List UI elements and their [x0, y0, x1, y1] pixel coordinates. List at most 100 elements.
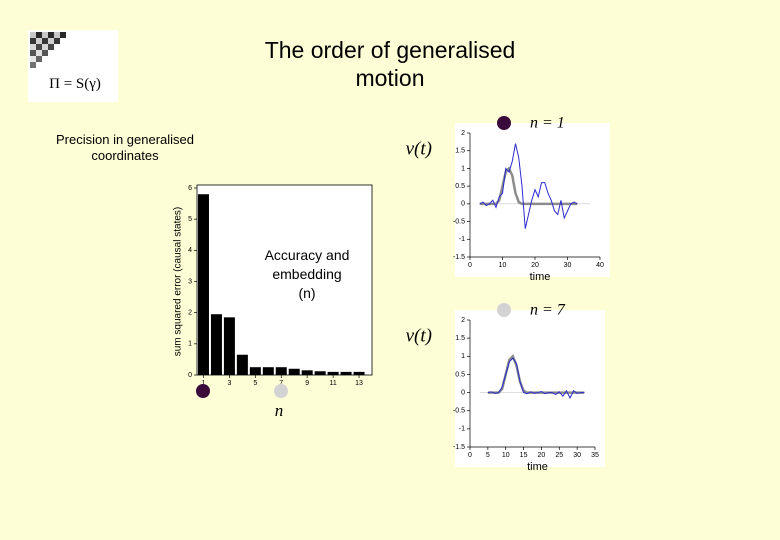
inset-cell — [30, 56, 36, 62]
x-tick-label: 5 — [253, 380, 257, 387]
inset-cell — [30, 32, 36, 38]
x-tick-label: 15 — [520, 452, 528, 459]
series-annotation: n = 7 — [530, 302, 566, 319]
marker-dot — [497, 116, 511, 130]
inset-cell — [48, 32, 54, 38]
x-tick-label: 0 — [468, 452, 472, 459]
bar — [288, 368, 300, 375]
plot-area — [455, 310, 605, 467]
x-tick-label: 0 — [468, 262, 472, 269]
y-tick-label: 1 — [461, 353, 465, 360]
x-tick-label: 20 — [531, 262, 539, 269]
bar — [275, 367, 287, 375]
x-tick-label: 5 — [486, 452, 490, 459]
inset-formula: Π = S(γ) — [49, 76, 101, 92]
x-tick-label: 10 — [502, 452, 510, 459]
inset-cell — [30, 44, 36, 50]
y-tick-label: 4 — [188, 247, 192, 254]
marker-dot — [196, 384, 210, 398]
bar — [262, 367, 274, 375]
inset-cell — [30, 50, 36, 56]
inset-cell — [42, 32, 48, 38]
inset-cell — [36, 50, 42, 56]
bar — [353, 371, 365, 375]
y-tick-label: 5 — [188, 216, 192, 223]
inset-cell — [48, 38, 54, 44]
inset-cell — [42, 38, 48, 44]
y-tick-label: 2 — [461, 317, 465, 324]
inset-cell — [42, 44, 48, 50]
inset-cell — [42, 50, 48, 56]
bar — [197, 194, 209, 375]
inset-cell — [48, 44, 54, 50]
y-tick-label: 6 — [188, 185, 192, 192]
x-tick-label: 30 — [573, 452, 581, 459]
y-tick-label: 1 — [461, 165, 465, 172]
x-tick-label: 7 — [279, 380, 283, 387]
y-tick-label: 0 — [461, 201, 465, 208]
y-tick-label: -0.5 — [453, 408, 465, 415]
y-tick-label: 2 — [188, 310, 192, 317]
y-axis-label: v(t) — [406, 138, 432, 159]
marker-dot — [497, 303, 511, 317]
bar — [249, 367, 261, 375]
x-tick-label: 11 — [329, 380, 336, 387]
y-tick-label: 2 — [461, 130, 465, 137]
x-tick-label: 30 — [564, 262, 572, 269]
x-axis-label: time — [527, 461, 548, 473]
inset-cell — [36, 56, 42, 62]
y-tick-label: 1.5 — [455, 148, 465, 155]
y-tick-label: 0 — [461, 389, 465, 396]
subtitle: Precision in generalised coordinates — [55, 132, 195, 163]
y-axis-label: sum squared error (causal states) — [173, 207, 184, 357]
inset-cell — [54, 32, 60, 38]
x-tick-label: 3 — [227, 380, 231, 387]
y-tick-label: -1.5 — [453, 444, 465, 451]
x-tick-label: 1 — [202, 380, 206, 387]
inset-cell — [36, 32, 42, 38]
y-tick-label: -1 — [459, 236, 465, 243]
marker-dot — [274, 384, 288, 398]
x-axis-label: n — [275, 401, 284, 420]
bar — [314, 371, 326, 375]
x-tick-label: 10 — [499, 262, 507, 269]
plot-area — [455, 123, 610, 277]
slide-title: The order of generalised motion — [264, 37, 516, 91]
y-axis-label: v(t) — [406, 325, 432, 346]
y-tick-label: 0.5 — [455, 371, 465, 378]
x-tick-label: 40 — [596, 262, 604, 269]
x-tick-label: 13 — [355, 380, 363, 387]
series-line — [487, 357, 585, 400]
bar-annotation: Accuracy and embedding (n) — [264, 247, 350, 301]
y-tick-label: -0.5 — [453, 218, 465, 225]
series-line — [479, 166, 578, 206]
x-tick-label: 35 — [591, 452, 599, 459]
inset-cell — [36, 38, 42, 44]
y-tick-label: 1 — [188, 341, 192, 348]
bar — [223, 317, 235, 375]
inset-cell — [30, 62, 36, 68]
bar — [327, 371, 339, 375]
x-tick-label: 25 — [555, 452, 563, 459]
y-tick-label: 0.5 — [455, 183, 465, 190]
x-axis-label: time — [530, 271, 551, 283]
bar — [210, 314, 222, 375]
bar — [340, 371, 352, 375]
bar — [301, 370, 313, 375]
inset-cell — [60, 32, 66, 38]
y-tick-label: -1 — [459, 426, 465, 433]
x-tick-label: 9 — [305, 380, 309, 387]
y-tick-label: 1.5 — [455, 335, 465, 342]
y-tick-label: 3 — [188, 278, 192, 285]
inset-cell — [36, 44, 42, 50]
series-annotation: n = 1 — [530, 115, 565, 132]
y-tick-label: 0 — [188, 372, 192, 379]
inset-cell — [30, 38, 36, 44]
inset-cell — [54, 38, 60, 44]
y-tick-label: -1.5 — [453, 254, 465, 261]
x-tick-label: 20 — [538, 452, 546, 459]
bar — [236, 354, 248, 375]
series-line — [479, 143, 578, 229]
